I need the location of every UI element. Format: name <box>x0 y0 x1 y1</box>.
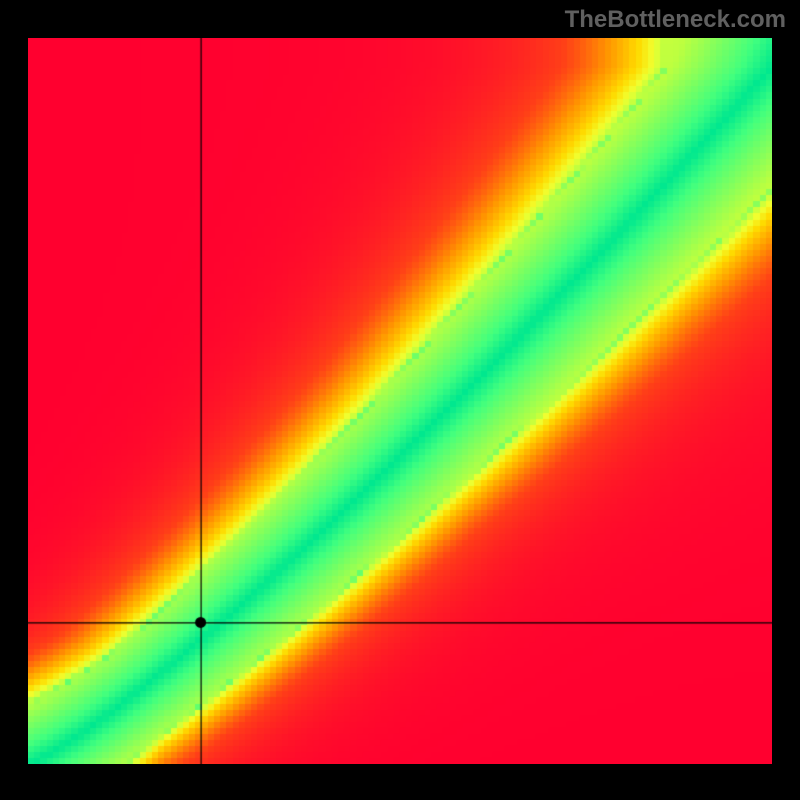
watermark-label: TheBottleneck.com <box>565 6 786 34</box>
chart-container: TheBottleneck.com <box>0 0 800 800</box>
crosshair-overlay <box>28 38 772 764</box>
